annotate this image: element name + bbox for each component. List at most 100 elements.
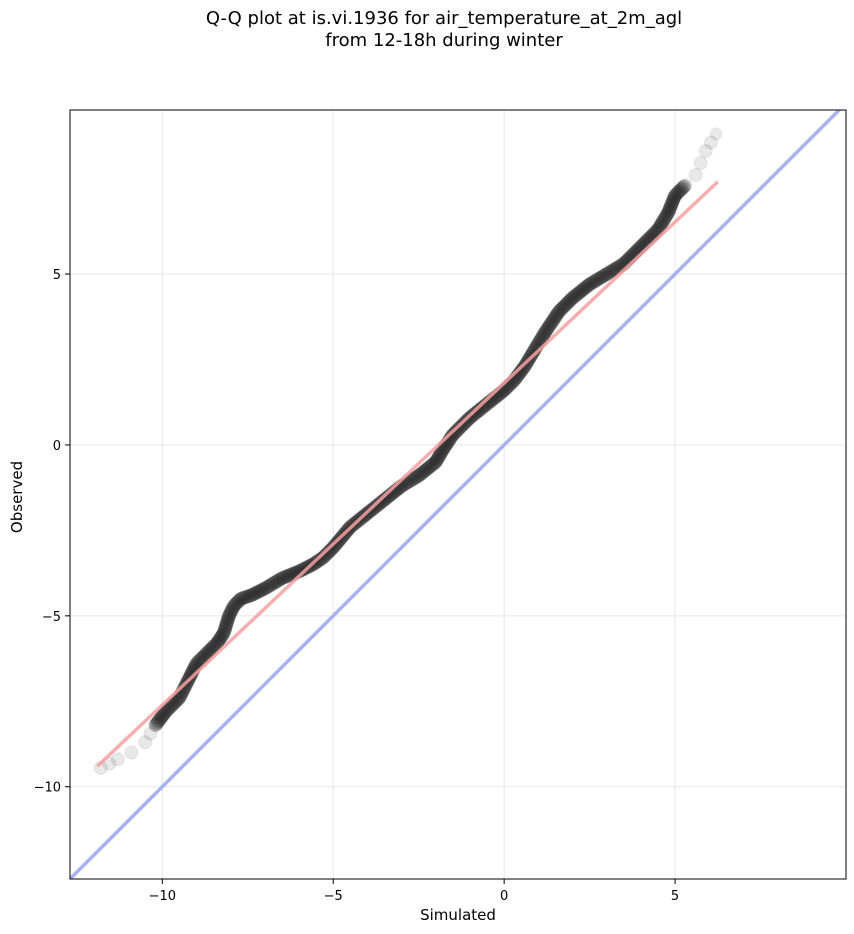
qq-point [220,613,235,628]
plot-area [70,110,842,879]
qq-point [565,290,580,305]
qq-point [605,263,620,278]
qq-point [239,589,254,604]
qq-point [273,572,288,587]
qq-point [556,300,571,315]
qq-point [566,290,581,304]
qq-point [154,710,169,725]
qq-point [153,711,168,726]
qq-point [177,680,192,695]
qq-point [539,323,554,338]
qq-point [452,420,467,435]
qq-point [609,261,624,276]
qq-point [555,301,570,316]
qq-point [653,218,668,233]
qq-point [449,424,464,439]
qq-point [272,572,287,587]
qq-point [665,194,680,209]
qq-point [526,345,541,360]
points-layer [93,127,723,775]
qq-point [204,641,219,656]
qq-point [124,745,139,760]
qq-point [559,296,574,311]
qq-point [654,216,669,231]
qq-point [224,602,239,617]
qq-point [429,453,444,468]
qq-point [542,318,557,333]
qq-point [533,332,548,347]
qq-point [606,262,621,277]
qq-point [407,471,422,486]
qq-point [678,178,693,193]
qq-point [544,315,559,330]
qq-point [423,458,438,473]
qq-point [467,406,482,421]
qq-point [673,182,688,197]
qq-point [264,577,279,592]
qq-point [200,645,215,660]
qq-point [183,668,198,683]
qq-point [370,498,385,513]
qq-point [421,460,436,475]
qq-point [567,289,582,304]
qq-point [262,578,277,593]
qq-point [279,569,294,584]
y-tick-label: −5 [42,610,61,625]
qq-point [557,298,572,313]
qq-point [251,584,266,599]
qq-point [545,314,560,329]
chart-title-line-2: from 12-18h during winter [325,30,563,51]
qq-point [674,181,689,196]
qq-point [596,268,611,283]
qq-point [151,714,166,729]
qq-point [454,418,469,433]
x-tick-label: −10 [149,889,176,904]
qq-point [709,127,723,141]
x-tick-label: 5 [671,889,679,904]
qq-point [218,619,233,634]
x-tick-label: −5 [324,889,343,904]
qq-point [652,219,667,234]
qq-point [586,274,601,289]
qq-point [435,443,450,458]
qq-point [213,631,228,646]
qq-point [656,212,671,227]
qq-point [427,456,442,471]
qq-point [514,363,529,378]
qq-point [156,707,171,722]
qq-point [432,448,447,463]
qq-point [253,583,268,598]
qq-point [422,459,437,474]
qq-point [214,629,229,644]
qq-point [266,576,281,591]
qq-point [419,462,434,477]
qq-point [552,303,567,318]
qq-point [447,426,462,441]
qq-point [558,297,573,312]
qq-point [215,628,230,643]
qq-point [244,588,259,603]
qq-point [194,652,209,667]
qq-point [164,698,179,713]
qq-point [661,204,676,219]
qq-point [603,264,618,279]
qq-point [152,713,167,728]
qq-point [216,625,231,640]
qq-point [517,359,532,374]
qq-point [167,695,182,710]
qq-point [538,325,553,340]
qq-point [312,553,327,568]
qq-point [225,601,240,616]
qq-point [663,199,678,214]
qq-point [665,195,680,210]
qq-point [456,417,471,432]
qq-point [223,605,238,620]
qq-point [221,611,236,626]
qq-point [375,494,390,509]
qq-point [578,280,593,295]
qq-point [246,586,261,601]
qq-point [550,307,565,322]
qq-point [202,644,217,659]
qq-point [270,573,285,588]
